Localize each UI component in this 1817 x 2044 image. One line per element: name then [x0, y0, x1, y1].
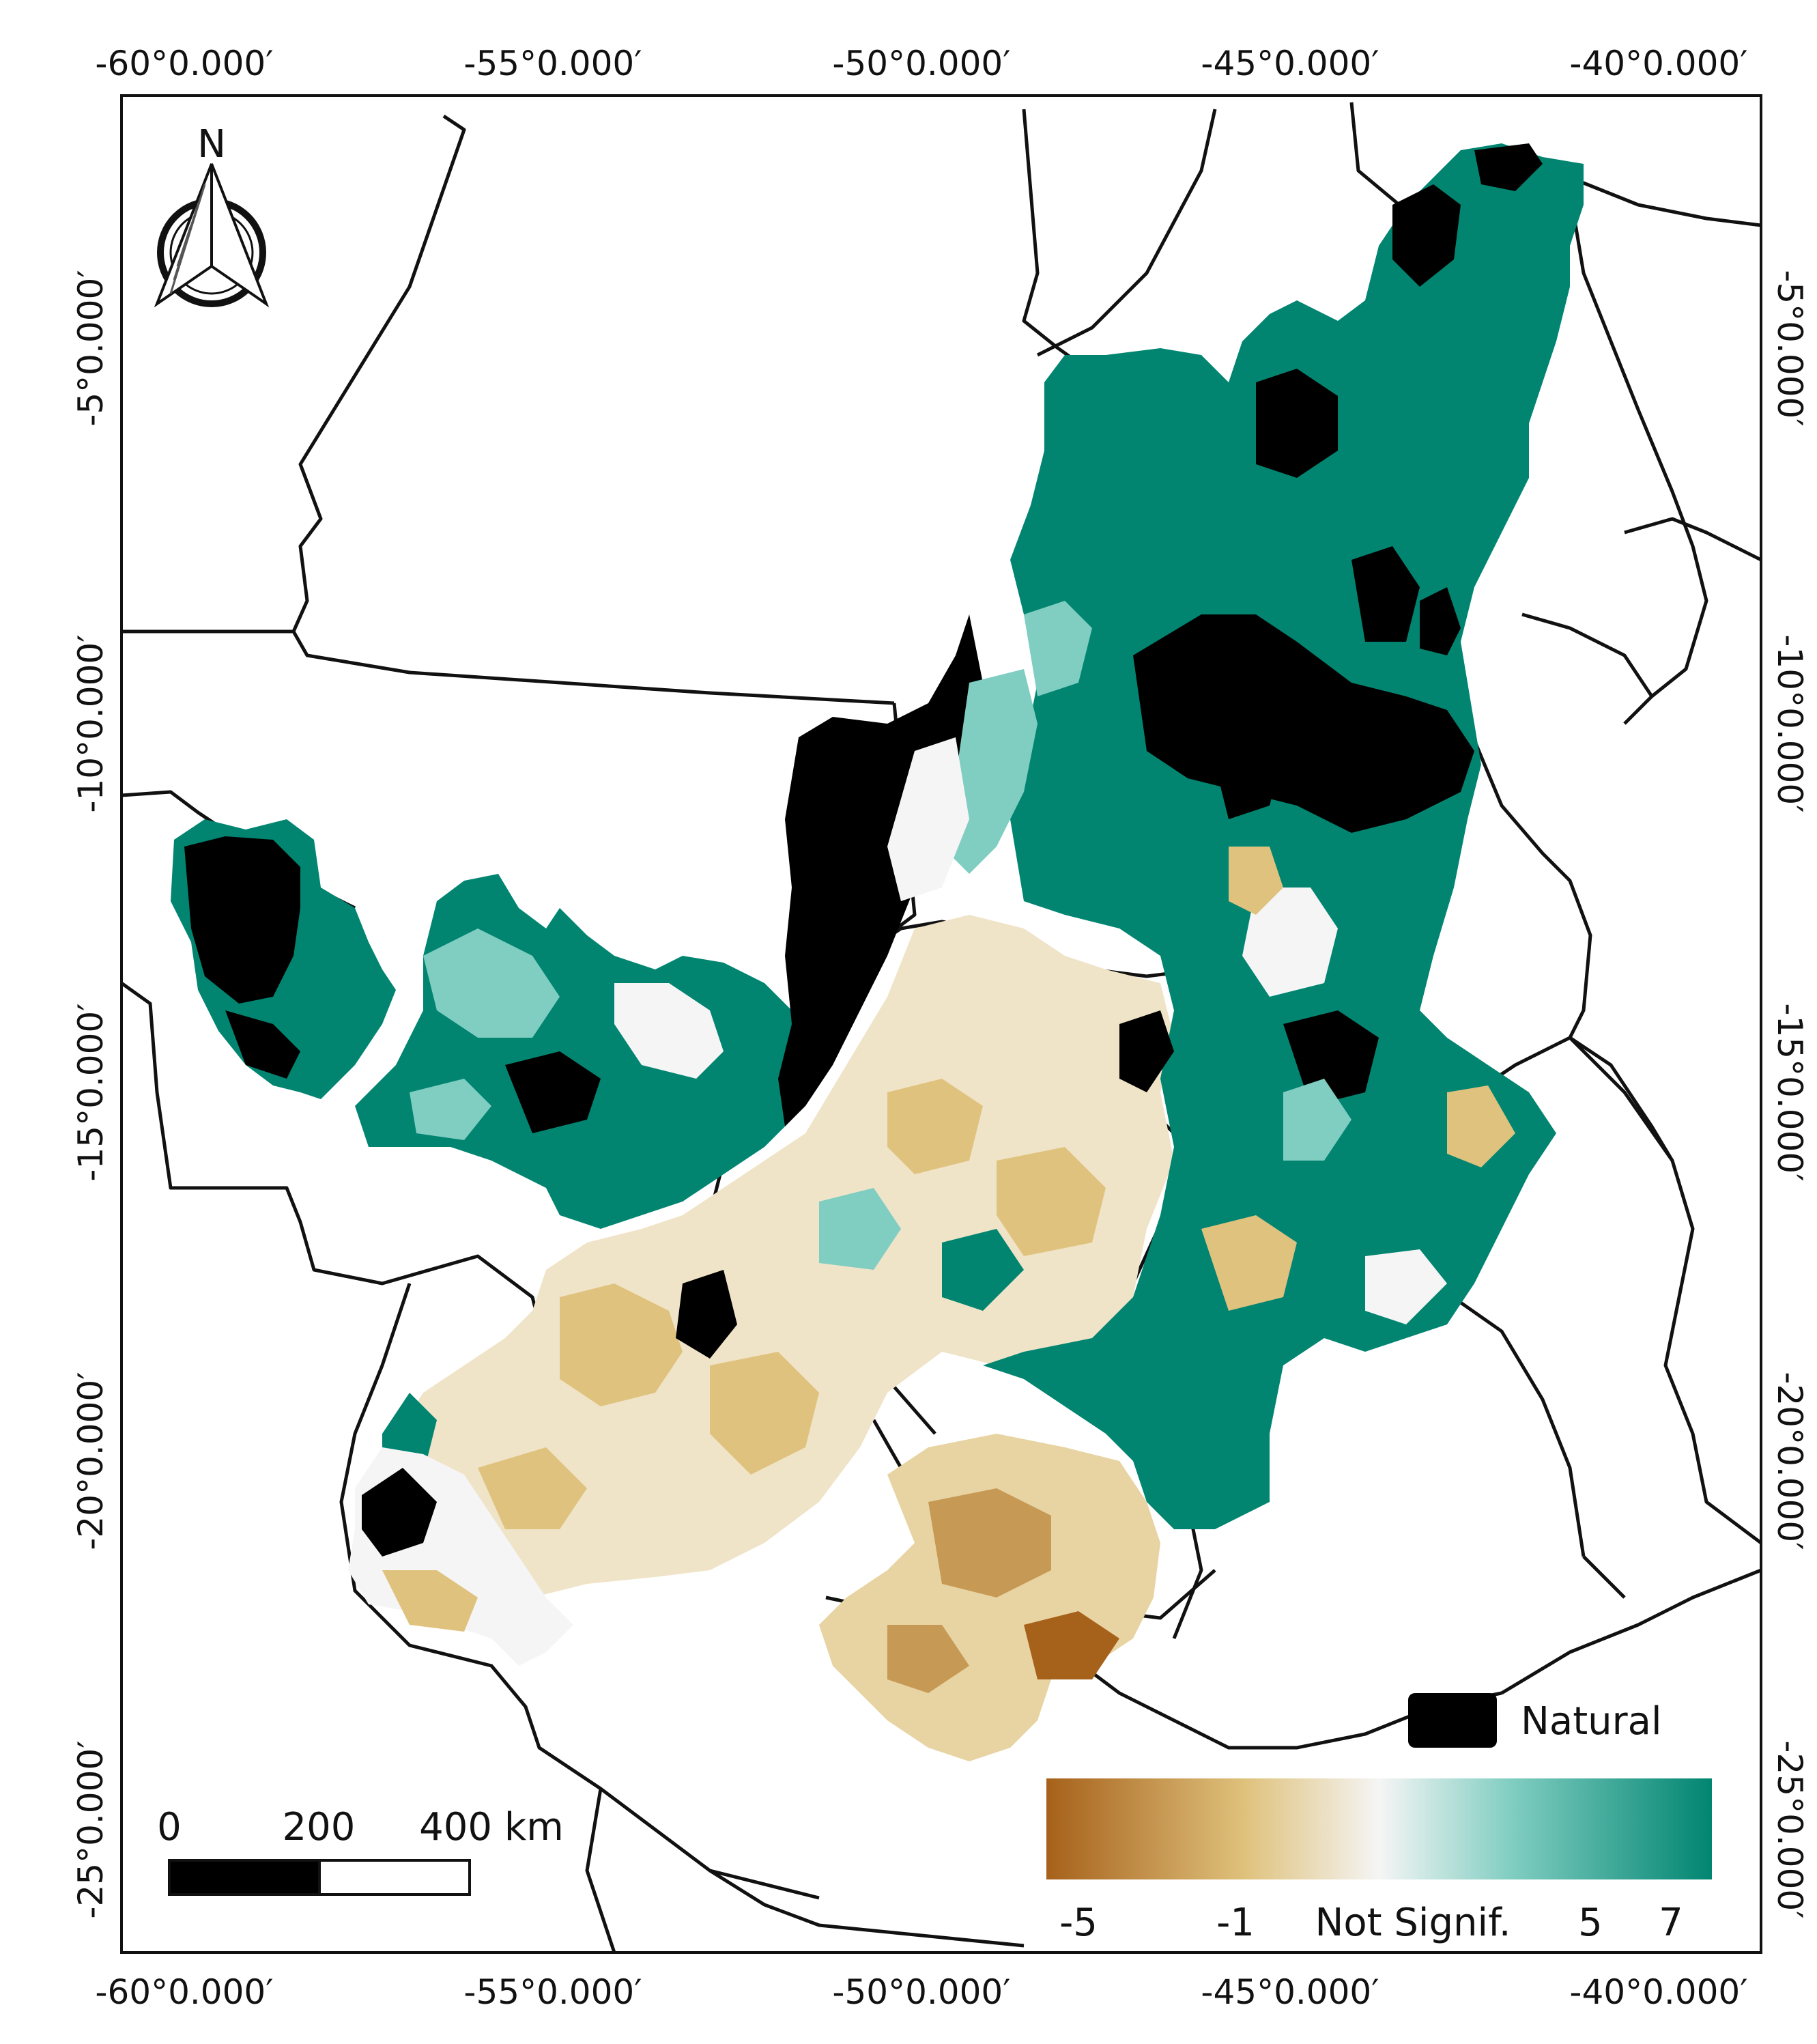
lat-tick-right-5: -25°0.000′	[1770, 1740, 1809, 1918]
map-content	[121, 102, 1761, 1953]
lon-tick-top-4: -45°0.000′	[1201, 44, 1379, 83]
lon-tick-bottom-3: -50°0.000′	[832, 1972, 1010, 2012]
scale-label-0: 0	[157, 1805, 182, 1849]
scale-bar-white	[318, 1859, 471, 1896]
lat-tick-left-3: -15°0.000′	[71, 1003, 111, 1181]
north-arrow-right-half	[210, 163, 270, 308]
legend-label-neg5: -5	[1059, 1901, 1098, 1945]
lat-tick-right-3: -15°0.000′	[1770, 1003, 1809, 1181]
legend-gradient-bar	[1046, 1778, 1712, 1879]
lat-ticks-left: -5°0.000′ -10°0.000′ -15°0.000′ -20°0.00…	[71, 270, 111, 1918]
legend-label-not-signif: Not Signif.	[1315, 1901, 1511, 1945]
legend-natural: Natural	[1408, 1693, 1662, 1748]
scale-label-200: 200	[283, 1805, 356, 1849]
scale-bar: 0 200 400 km	[157, 1805, 564, 1896]
lon-tick-bottom-4: -45°0.000′	[1201, 1972, 1379, 2012]
lon-tick-bottom-2: -55°0.000′	[463, 1972, 642, 2012]
lat-tick-right-1: -5°0.000′	[1770, 270, 1809, 426]
lon-tick-bottom-5: -40°0.000′	[1569, 1972, 1747, 2012]
trend-raster	[171, 143, 1584, 1761]
lon-tick-top-2: -55°0.000′	[463, 44, 642, 83]
legend-label-7: 7	[1659, 1901, 1683, 1945]
legend-label-neg1: -1	[1216, 1901, 1255, 1945]
lat-tick-right-4: -20°0.000′	[1770, 1372, 1809, 1550]
scale-bar-black	[168, 1859, 321, 1896]
lon-tick-top-5: -40°0.000′	[1569, 44, 1747, 83]
lat-tick-left-2: -10°0.000′	[71, 634, 111, 812]
legend-natural-label: Natural	[1521, 1699, 1662, 1744]
lat-ticks-right: -5°0.000′ -10°0.000′ -15°0.000′ -20°0.00…	[1770, 270, 1809, 1918]
north-arrow-hatch	[169, 184, 206, 294]
legend-gradient: -5 -1 Not Signif. 5 7	[1046, 1778, 1712, 1945]
north-arrow: N	[154, 122, 270, 308]
lon-tick-top-1: -60°0.000′	[95, 44, 273, 83]
lon-ticks-top: -60°0.000′ -55°0.000′ -50°0.000′ -45°0.0…	[95, 44, 1747, 83]
lon-tick-bottom-1: -60°0.000′	[95, 1972, 273, 2012]
lon-ticks-bottom: -60°0.000′ -55°0.000′ -50°0.000′ -45°0.0…	[95, 1972, 1747, 2012]
lon-tick-top-3: -50°0.000′	[832, 44, 1010, 83]
lat-tick-left-5: -25°0.000′	[71, 1740, 111, 1918]
legend-natural-swatch	[1408, 1693, 1497, 1748]
lat-tick-right-2: -10°0.000′	[1770, 634, 1809, 812]
scale-label-400: 400 km	[419, 1805, 564, 1849]
north-label: N	[197, 122, 226, 167]
lat-tick-left-1: -5°0.000′	[71, 270, 111, 426]
legend-label-5: 5	[1578, 1901, 1603, 1945]
lat-tick-left-4: -20°0.000′	[71, 1372, 111, 1550]
